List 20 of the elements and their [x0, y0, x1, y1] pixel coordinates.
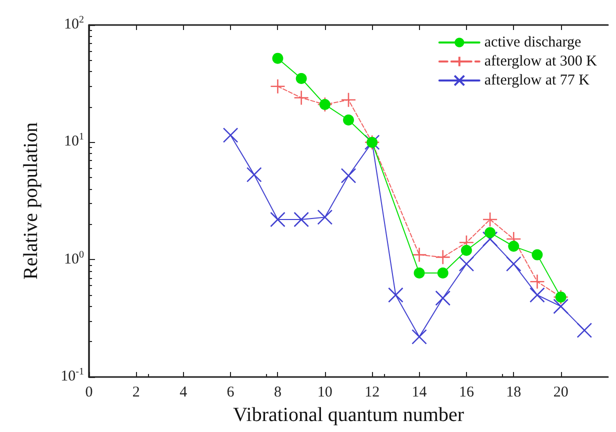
y-tick-label: 10$^{-1}$: [60, 366, 84, 384]
x-tick-label: 4: [180, 384, 188, 400]
x-tick-label: 6: [226, 384, 235, 400]
x-tick-label: 0: [85, 384, 93, 400]
x-tick-label: 8: [274, 384, 282, 400]
y-tick-label: 10$^{0}$: [64, 249, 84, 268]
x-tick-label: 18: [506, 384, 522, 400]
legend-label: afterglow at 300 K: [484, 54, 598, 70]
x-tick-label: 10: [317, 384, 332, 400]
x-axis-title: Vibrational quantum number: [233, 404, 464, 426]
y-tick-label: 10$^{2}$: [64, 14, 84, 32]
legend-label: active discharge: [484, 34, 582, 50]
x-tick-label: 20: [553, 384, 568, 400]
legend-label: afterglow at 77 K: [484, 72, 590, 88]
x-tick-label: 12: [364, 384, 380, 400]
y-tick-label: 10$^{1}$: [64, 132, 84, 150]
x-tick-label: 2: [132, 384, 140, 400]
y-axis-title: Relative population: [20, 122, 42, 280]
x-tick-label: 16: [458, 384, 474, 400]
x-tick-label: 14: [412, 384, 428, 400]
